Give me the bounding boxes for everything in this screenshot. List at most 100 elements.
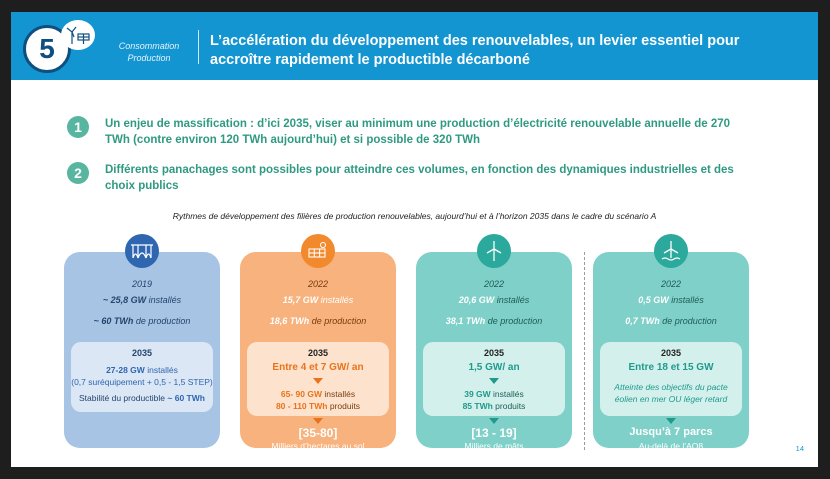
target-year: 2035: [131, 348, 153, 358]
target-installed: 65- 90 GW installés: [247, 389, 389, 399]
page-title-line-2: accroître rapidement le productible déca…: [210, 52, 530, 68]
target-produced: 85 TWh produits: [423, 401, 565, 411]
target-main-value: 27-28 GW: [106, 365, 145, 375]
target-produced-value: 85 TWh: [462, 401, 493, 411]
production-unit: de production: [311, 316, 367, 326]
card-year: 2022: [660, 279, 682, 289]
target-year: 2035: [660, 348, 682, 358]
figure-caption: Rythmes de développement des filières de…: [172, 211, 657, 221]
point-text-line: choix publics: [105, 180, 179, 192]
target-2035-box: 2035 Entre 18 et 15 GW Atteinte des obje…: [600, 342, 742, 416]
target-2035-box: 2035 27-28 GW installés (0,7 suréquipeme…: [71, 342, 213, 412]
target-year: 2035: [483, 348, 505, 358]
arrow-down-icon: [313, 378, 323, 384]
point-text-line: TWh (contre environ 120 TWh aujourd’hui)…: [105, 134, 481, 146]
point-text: Différents panachages sont possibles pou…: [105, 162, 755, 194]
dashed-separator: [584, 252, 585, 450]
card-hydro: 2019 ~ 25,8 GW installés ~ 60 TWh de pro…: [64, 234, 220, 448]
production-2022: 0,7 TWh de production: [593, 316, 749, 326]
installed-unit: installés: [496, 295, 530, 305]
installed-2022: 15,7 GW installés: [240, 295, 396, 305]
footer-label: Milliers de mâts: [464, 441, 524, 451]
arrow-down-icon: [489, 378, 499, 384]
point-text-line: Différents panachages sont possibles pou…: [105, 164, 734, 176]
category-line-1: Consommation: [118, 41, 180, 51]
target-note-line-2: éolien en mer OU léger retard: [614, 394, 728, 404]
installed-unit: installés: [671, 295, 704, 305]
hydro-dam-icon: [125, 234, 159, 268]
arrow-down-icon: [489, 418, 499, 424]
target-produced-unit: produits: [495, 401, 526, 411]
footer-value: [13 - 19]: [471, 426, 517, 440]
installed-unit: installés: [320, 295, 354, 305]
target-2035-box: 2035 Entre 4 et 7 GW/ an 65- 90 GW insta…: [247, 342, 389, 416]
production-2019: ~ 60 TWh de production: [64, 316, 220, 326]
header-divider: [198, 30, 199, 64]
target-installed-value: 65- 90 GW: [280, 389, 322, 399]
production-value: 38,1 TWh: [445, 316, 486, 326]
installed-value: 20,6 GW: [458, 295, 495, 305]
footer-value: [35-80]: [298, 426, 338, 440]
footer-value: Jusqu’à 7 parcs: [629, 426, 713, 438]
card-year: 2022: [483, 279, 505, 289]
target-extra: Stabilité du productible ~ 60 TWh: [71, 393, 213, 403]
installed-2022: 0,5 GW installés: [593, 295, 749, 305]
target-2035-box: 2035 1,5 GW/ an 39 GW installés 85 TWh p…: [423, 342, 565, 416]
header-bar: 5 Consommation Production L’accé: [11, 12, 818, 80]
card-year: 2022: [307, 279, 329, 289]
category-line-2: Production: [127, 53, 171, 63]
point-number-badge: 2: [67, 162, 89, 184]
target-installed-value: 39 GW: [464, 389, 491, 399]
point-text: Un enjeu de massification : d’ici 2035, …: [105, 116, 755, 148]
target-extra-label: Stabilité du productible: [79, 393, 166, 403]
page-number: 14: [795, 444, 804, 453]
installed-value: 0,5 GW: [638, 295, 669, 305]
card-year: 2019: [131, 279, 153, 289]
production-value: ~ 60 TWh: [93, 316, 134, 326]
installed-unit: installés: [148, 295, 182, 305]
target-installed-unit: installés: [493, 389, 524, 399]
production-value: 0,7 TWh: [625, 316, 660, 326]
category-label: Consommation Production: [106, 40, 192, 64]
target-note-line-1: Atteinte des objectifs du pacte: [614, 382, 728, 392]
target-detail: (0,7 suréquipement + 0,5 - 1,5 STEP): [71, 377, 213, 387]
installed-2019: ~ 25,8 GW installés: [64, 295, 220, 305]
installed-value: 15,7 GW: [282, 295, 319, 305]
onshore-wind-icon: [477, 234, 511, 268]
target-main: 27-28 GW installés: [71, 365, 213, 375]
installed-value: ~ 25,8 GW: [102, 295, 147, 305]
production-unit: de production: [662, 316, 717, 326]
target-produced: 80 - 110 TWh produits: [247, 401, 389, 411]
card-solar: 2022 15,7 GW installés 18,6 TWh de produ…: [240, 234, 396, 451]
production-value: 18,6 TWh: [269, 316, 310, 326]
target-main-unit: installés: [147, 365, 178, 375]
target-main: 1,5 GW/ an: [468, 362, 520, 373]
footer-label: Milliers d’hectares au sol: [271, 441, 365, 451]
footer-label: Au-delà de l’AO8: [638, 441, 704, 451]
production-unit: de production: [135, 316, 191, 326]
target-main: Entre 18 et 15 GW: [628, 362, 714, 373]
arrow-down-icon: [666, 418, 676, 424]
offshore-wind-icon: [654, 234, 688, 268]
production-2022: 38,1 TWh de production: [416, 316, 572, 326]
wind-solar-icon: [61, 20, 95, 50]
target-installed: 39 GW installés: [423, 389, 565, 399]
point-number-badge: 1: [67, 116, 89, 138]
point-text-line: Un enjeu de massification : d’ici 2035, …: [105, 118, 731, 130]
solar-panel-icon: [301, 234, 335, 268]
target-produced-value: 80 - 110 TWh: [275, 401, 328, 411]
installed-2022: 20,6 GW installés: [416, 295, 572, 305]
target-installed-unit: installés: [324, 389, 356, 399]
target-extra-value: ~ 60 TWh: [167, 393, 205, 403]
target-produced-unit: produits: [329, 401, 361, 411]
page-title-line-1: L’accélération du développement des reno…: [210, 33, 740, 49]
target-year: 2035: [307, 348, 329, 358]
page-title: L’accélération du développement des reno…: [210, 32, 770, 70]
production-2022: 18,6 TWh de production: [240, 316, 396, 326]
arrow-down-icon: [313, 418, 323, 424]
target-main: Entre 4 et 7 GW/ an: [272, 362, 364, 373]
production-unit: de production: [487, 316, 543, 326]
card-offshore-wind: 2022 0,5 GW installés 0,7 TWh de product…: [593, 234, 749, 451]
card-onshore-wind: 2022 20,6 GW installés 38,1 TWh de produ…: [416, 234, 572, 451]
slide: 5 Consommation Production L’accé: [11, 12, 818, 467]
